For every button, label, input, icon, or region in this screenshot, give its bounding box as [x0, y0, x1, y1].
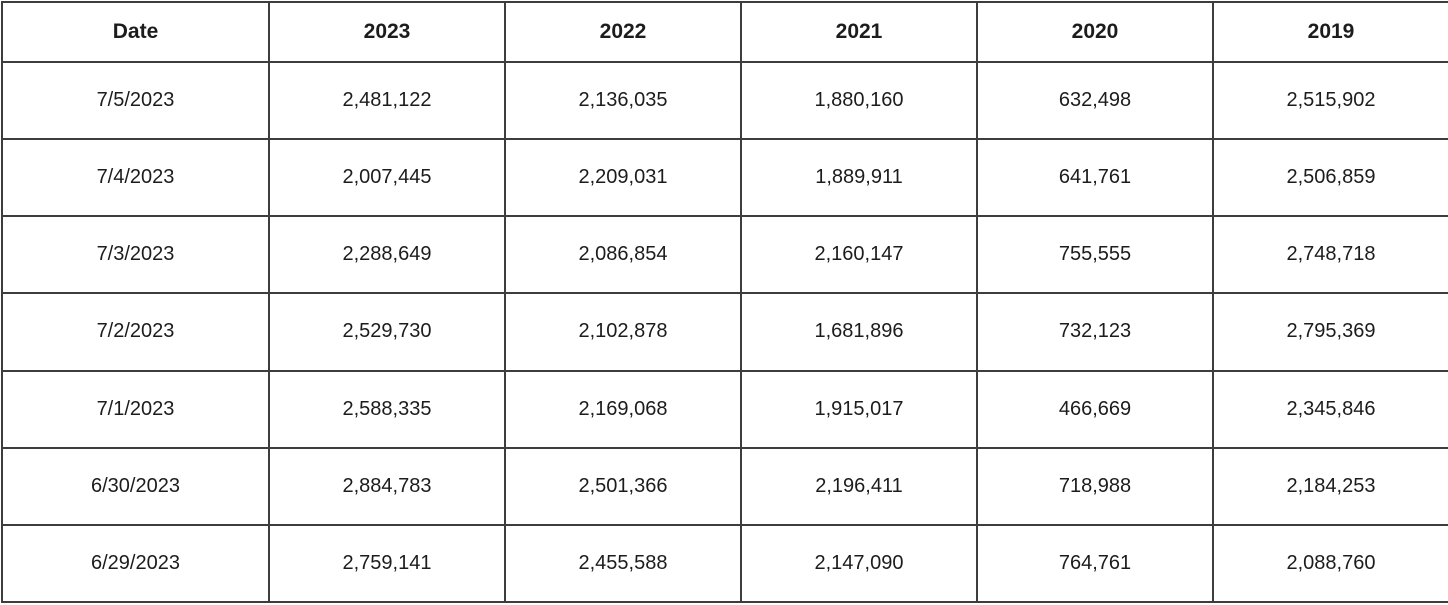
- date-cell: 7/2/2023: [1, 292, 270, 372]
- table-row: 7/2/2023 2,529,730 2,102,878 1,681,896 732,1…: [1, 292, 1448, 372]
- value-cell: 2,088,760: [1212, 523, 1448, 604]
- value-cell: 1,915,017: [740, 369, 978, 449]
- date-cell: 7/3/2023: [1, 215, 270, 295]
- value-cell: 2,501,366: [504, 446, 742, 526]
- value-cell: 2,102,878: [504, 292, 742, 372]
- value-cell: 2,759,141: [268, 523, 506, 604]
- value-cell: 2,748,718: [1212, 215, 1448, 295]
- column-header-2021: 2021: [740, 1, 978, 63]
- value-cell: 1,889,911: [740, 138, 978, 218]
- value-cell: 2,007,445: [268, 138, 506, 218]
- table-row: 6/30/2023 2,884,783 2,501,366 2,196,411 718,…: [1, 446, 1448, 526]
- table-row: 7/3/2023 2,288,649 2,086,854 2,160,147 755,5…: [1, 215, 1448, 295]
- value-cell: 718,988: [976, 446, 1214, 526]
- value-cell: 2,795,369: [1212, 292, 1448, 372]
- value-cell: 2,506,859: [1212, 138, 1448, 218]
- value-cell: 632,498: [976, 60, 1214, 141]
- value-cell: 2,588,335: [268, 369, 506, 449]
- table-row: 6/29/2023 2,759,141 2,455,588 2,147,090 764,…: [1, 523, 1448, 604]
- value-cell: 732,123: [976, 292, 1214, 372]
- value-cell: 1,681,896: [740, 292, 978, 372]
- table-body: 7/5/2023 2,481,122 2,136,035 1,880,160 632,4…: [1, 60, 1448, 604]
- value-cell: 2,136,035: [504, 60, 742, 141]
- value-cell: 2,147,090: [740, 523, 978, 604]
- column-header-date: Date: [1, 1, 270, 63]
- table-head: Date 2023 2022 2021 2020 2019: [1, 1, 1448, 63]
- column-header-2023: 2023: [268, 1, 506, 63]
- value-cell: 2,184,253: [1212, 446, 1448, 526]
- table-row: 7/1/2023 2,588,335 2,169,068 1,915,017 466,6…: [1, 369, 1448, 449]
- table-row: 7/5/2023 2,481,122 2,136,035 1,880,160 632,4…: [1, 60, 1448, 141]
- date-cell: 6/30/2023: [1, 446, 270, 526]
- table-row: 7/4/2023 2,007,445 2,209,031 1,889,911 641,7…: [1, 138, 1448, 218]
- table-header-row: Date 2023 2022 2021 2020 2019: [1, 1, 1448, 63]
- value-cell: 2,209,031: [504, 138, 742, 218]
- date-cell: 7/1/2023: [1, 369, 270, 449]
- column-header-2020: 2020: [976, 1, 1214, 63]
- value-cell: 2,345,846: [1212, 369, 1448, 449]
- value-cell: 2,455,588: [504, 523, 742, 604]
- column-header-2019: 2019: [1212, 1, 1448, 63]
- value-cell: 755,555: [976, 215, 1214, 295]
- column-header-2022: 2022: [504, 1, 742, 63]
- value-cell: 466,669: [976, 369, 1214, 449]
- value-cell: 2,160,147: [740, 215, 978, 295]
- date-cell: 7/4/2023: [1, 138, 270, 218]
- date-cell: 6/29/2023: [1, 523, 270, 604]
- value-cell: 2,884,783: [268, 446, 506, 526]
- value-cell: 2,529,730: [268, 292, 506, 372]
- value-cell: 2,196,411: [740, 446, 978, 526]
- value-cell: 1,880,160: [740, 60, 978, 141]
- value-cell: 641,761: [976, 138, 1214, 218]
- value-cell: 2,288,649: [268, 215, 506, 295]
- value-cell: 2,515,902: [1212, 60, 1448, 141]
- value-cell: 2,481,122: [268, 60, 506, 141]
- value-cell: 2,169,068: [504, 369, 742, 449]
- value-cell: 2,086,854: [504, 215, 742, 295]
- date-cell: 7/5/2023: [1, 60, 270, 141]
- value-cell: 764,761: [976, 523, 1214, 604]
